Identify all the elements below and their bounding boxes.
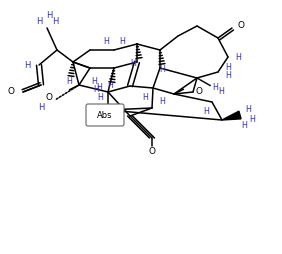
Text: H: H — [97, 93, 103, 103]
Text: H: H — [130, 59, 136, 69]
Text: O: O — [45, 93, 52, 103]
Text: O: O — [8, 87, 15, 97]
Text: H: H — [46, 11, 52, 21]
Text: H: H — [36, 18, 42, 26]
Text: Abs: Abs — [97, 110, 113, 119]
Text: H: H — [38, 103, 44, 113]
Text: H: H — [95, 114, 101, 122]
Text: H: H — [93, 85, 99, 93]
Text: H: H — [225, 64, 231, 72]
Text: O: O — [149, 148, 155, 156]
Text: H: H — [159, 66, 165, 74]
Text: H: H — [159, 98, 165, 106]
Text: H: H — [96, 83, 102, 91]
Text: H: H — [52, 18, 58, 26]
Text: H: H — [218, 87, 224, 97]
Text: H: H — [203, 107, 209, 117]
Text: O: O — [195, 87, 202, 97]
Text: H: H — [241, 120, 247, 130]
Text: H: H — [142, 93, 148, 103]
Text: H: H — [103, 38, 109, 46]
Text: H: H — [235, 53, 241, 61]
Text: H: H — [212, 84, 218, 92]
FancyBboxPatch shape — [86, 104, 124, 126]
Text: H: H — [119, 38, 125, 46]
Text: H: H — [245, 104, 251, 114]
Polygon shape — [222, 111, 241, 120]
Text: H: H — [225, 71, 231, 81]
Text: H: H — [107, 82, 113, 90]
Text: H: H — [66, 77, 72, 87]
Text: H: H — [24, 60, 30, 70]
Text: H: H — [91, 77, 97, 87]
Text: H: H — [249, 115, 255, 123]
Text: O: O — [237, 22, 244, 30]
